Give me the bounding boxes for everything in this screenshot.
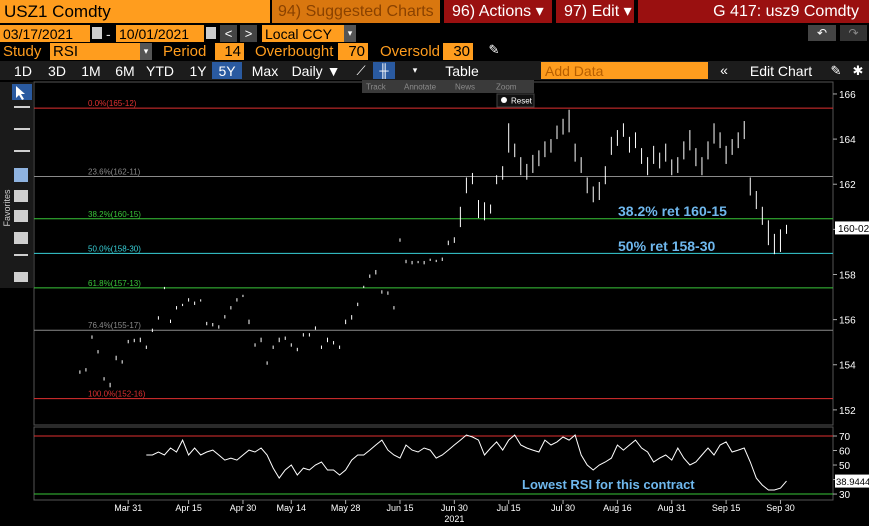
pencil-icon[interactable]: ✎ <box>488 43 500 57</box>
y-tick-label: 164 <box>839 135 856 146</box>
ticker-field[interactable]: USZ1 Comdty <box>0 0 270 23</box>
side-toolbar <box>0 82 33 288</box>
fib-label: 61.8%(157-13) <box>88 279 141 288</box>
period-field[interactable]: 14 <box>215 43 244 60</box>
period-button[interactable]: 3D <box>48 63 66 79</box>
calendar-icon[interactable] <box>92 27 102 39</box>
x-tick-label: Aug 31 <box>657 503 686 513</box>
annotation: 38.2% ret 160-15 <box>618 203 727 219</box>
y-tick-label: 152 <box>839 406 856 417</box>
y-tick-label: 154 <box>839 361 856 372</box>
study-field[interactable]: RSI <box>50 43 140 60</box>
date-separator: - <box>106 26 111 42</box>
year-label: 2021 <box>444 514 464 524</box>
period-button[interactable]: 1Y <box>189 63 207 79</box>
period-button[interactable]: 5Y <box>212 62 242 79</box>
line-icon[interactable]: ⟋ <box>356 63 366 78</box>
currency-dropdown[interactable]: ▾ <box>344 25 356 42</box>
oversold-label: Oversold <box>380 43 442 60</box>
y-tick-label: 166 <box>839 90 856 101</box>
start-date[interactable]: 03/17/2021 <box>0 25 90 42</box>
fib-label: 0.0%(165-12) <box>88 99 137 108</box>
undo-button[interactable]: ↶ <box>808 25 836 41</box>
x-tick-label: May 28 <box>331 503 361 513</box>
fib-label: 100.0%(152-16) <box>88 390 146 399</box>
side-icons <box>12 84 32 282</box>
x-tick-label: Jul 15 <box>497 503 521 513</box>
edit-chart-label[interactable]: Edit Chart <box>749 63 813 79</box>
y-tick-label: 50 <box>839 461 851 472</box>
x-tick-label: Aug 16 <box>603 503 632 513</box>
prev-button[interactable]: < <box>220 25 237 42</box>
mini-tool[interactable]: Annotate <box>404 83 437 92</box>
style-dropdown[interactable]: ▾ <box>412 65 418 75</box>
last-price-label: 160-02 <box>838 224 869 235</box>
currency-field[interactable]: Local CCY <box>262 25 344 42</box>
edit-menu[interactable]: 97) Edit ▾ <box>556 0 634 23</box>
mini-toolbar <box>362 80 534 93</box>
period-button[interactable]: 1D <box>14 63 32 79</box>
x-tick-label: Apr 30 <box>230 503 257 513</box>
bar-icon[interactable]: ╫ <box>373 62 395 79</box>
rsi-panel <box>33 426 834 501</box>
annotation: Lowest RSI for this contract <box>522 477 695 492</box>
x-tick-label: Sep 30 <box>766 503 795 513</box>
fib-label: 23.6%(162-11) <box>88 167 141 176</box>
period-label: Period <box>163 43 213 60</box>
y-tick-label: 70 <box>839 432 851 443</box>
collapse-button[interactable]: « <box>720 62 728 78</box>
next-button[interactable]: > <box>240 25 257 42</box>
actions-menu[interactable]: 96) Actions ▾ <box>444 0 552 23</box>
fib-label: 38.2%(160-15) <box>88 210 141 219</box>
mini-tool[interactable]: Zoom <box>496 83 517 92</box>
y-tick-label: 60 <box>839 447 851 458</box>
reset-label[interactable]: Reset <box>511 97 533 106</box>
end-date[interactable]: 10/01/2021 <box>116 25 204 42</box>
add-data-field[interactable]: Add Data <box>541 62 708 79</box>
fib-label: 50.0%(158-30) <box>88 244 141 253</box>
rsi-line <box>146 434 787 491</box>
annotate-icon[interactable]: ✎ <box>830 63 842 78</box>
rsi-last-label: 38.9444 <box>836 477 869 488</box>
y-tick-label: 156 <box>839 316 856 327</box>
oversold-field[interactable]: 30 <box>443 43 473 60</box>
suggested-charts[interactable]: 94) Suggested Charts <box>272 0 440 23</box>
fib-label: 76.4%(155-17) <box>88 321 141 330</box>
rsi-last-tag <box>835 474 869 488</box>
overbought-label: Overbought <box>255 43 337 60</box>
table-button[interactable]: Table <box>445 63 479 79</box>
frequency-menu[interactable]: Daily ▼ <box>291 63 341 79</box>
y-tick-label: 162 <box>839 180 856 191</box>
study-label: Study <box>3 43 47 60</box>
function-code: G 417: usz9 Comdty <box>638 0 869 23</box>
mini-tool[interactable]: Track <box>366 83 387 92</box>
reset-icon <box>501 97 507 103</box>
period-button[interactable]: 1M <box>81 63 101 79</box>
mini-tool[interactable]: News <box>455 83 475 92</box>
reset-button[interactable] <box>496 93 535 108</box>
redo-button[interactable]: ↷ <box>840 25 867 41</box>
period-button[interactable]: 6M <box>115 63 135 79</box>
x-tick-label: Mar 31 <box>114 503 142 513</box>
calendar-icon[interactable] <box>206 27 216 39</box>
period-button[interactable]: YTD <box>146 63 174 79</box>
x-tick-label: Sep 15 <box>712 503 741 513</box>
x-tick-label: Jun 15 <box>386 503 413 513</box>
x-tick-label: Apr 15 <box>175 503 202 513</box>
edit-chart-button[interactable]: Edit Chart <box>740 62 822 79</box>
side-label: Favorites <box>2 189 12 227</box>
y-tick-label: 30 <box>839 490 851 501</box>
settings-icon[interactable]: ✱ <box>852 63 864 78</box>
overbought-field[interactable]: 70 <box>338 43 368 60</box>
last-price-tag <box>835 221 869 235</box>
x-tick-label: Jul 30 <box>551 503 575 513</box>
study-dropdown[interactable]: ▾ <box>140 43 152 60</box>
x-tick-label: Jun 30 <box>441 503 468 513</box>
annotation: 50% ret 158-30 <box>618 238 716 254</box>
y-tick-label: 158 <box>839 270 856 281</box>
period-button[interactable]: Max <box>251 63 279 79</box>
x-tick-label: May 14 <box>277 503 307 513</box>
